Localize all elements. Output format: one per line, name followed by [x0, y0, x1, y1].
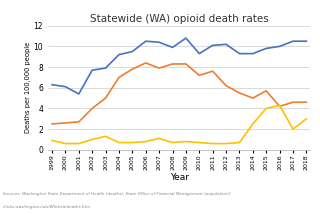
Heroin [304, 117, 308, 120]
X-axis label: Year: Year [170, 173, 189, 182]
Heroin [278, 104, 282, 107]
Line: Heroin: Heroin [52, 105, 306, 144]
Any opioid [77, 93, 81, 95]
Any opioid [264, 47, 268, 50]
Line: Commonly prescribed opioids: Commonly prescribed opioids [52, 63, 306, 124]
Commonly prescribed opioids [50, 123, 54, 125]
Commonly prescribed opioids [278, 105, 282, 108]
Heroin [131, 141, 134, 144]
Text: Sources: Washington State Department of Health (deaths), State Office of Financi: Sources: Washington State Department of … [3, 192, 231, 196]
Commonly prescribed opioids [157, 67, 161, 69]
Any opioid [144, 40, 148, 43]
Heroin [90, 138, 94, 141]
Commonly prescribed opioids [197, 74, 201, 77]
Title: Statewide (WA) opioid death rates: Statewide (WA) opioid death rates [90, 13, 268, 24]
Heroin [144, 140, 148, 143]
Heroin [291, 128, 295, 130]
Heroin [104, 135, 108, 138]
Commonly prescribed opioids [184, 63, 188, 65]
Any opioid [63, 85, 67, 88]
Any opioid [291, 40, 295, 43]
Commonly prescribed opioids [304, 101, 308, 104]
Any opioid [131, 50, 134, 53]
Commonly prescribed opioids [251, 97, 255, 99]
Commonly prescribed opioids [224, 84, 228, 87]
Heroin [157, 137, 161, 140]
Any opioid [211, 44, 215, 47]
Any opioid [50, 83, 54, 86]
Heroin [224, 142, 228, 145]
Heroin [237, 141, 241, 144]
Commonly prescribed opioids [237, 92, 241, 94]
Commonly prescribed opioids [211, 70, 215, 73]
Line: Any opioid: Any opioid [52, 38, 306, 94]
Commonly prescribed opioids [171, 63, 174, 65]
Y-axis label: Deaths per 100,000 people: Deaths per 100,000 people [25, 42, 31, 133]
Commonly prescribed opioids [104, 97, 108, 99]
Any opioid [224, 43, 228, 46]
Commonly prescribed opioids [77, 121, 81, 123]
Any opioid [157, 41, 161, 43]
Any opioid [237, 52, 241, 55]
Commonly prescribed opioids [90, 107, 94, 110]
Any opioid [304, 40, 308, 43]
Any opioid [104, 67, 108, 69]
Heroin [197, 141, 201, 144]
Text: ://sdsi.washington.edu/Whdcta/deaths.htm: ://sdsi.washington.edu/Whdcta/deaths.htm [3, 205, 91, 209]
Any opioid [197, 52, 201, 55]
Heroin [171, 141, 174, 144]
Heroin [251, 123, 255, 125]
Commonly prescribed opioids [291, 101, 295, 104]
Commonly prescribed opioids [144, 62, 148, 64]
Heroin [117, 141, 121, 144]
Commonly prescribed opioids [131, 68, 134, 70]
Commonly prescribed opioids [63, 122, 67, 124]
Heroin [77, 142, 81, 145]
Heroin [264, 107, 268, 110]
Heroin [211, 142, 215, 145]
Heroin [184, 140, 188, 143]
Commonly prescribed opioids [117, 76, 121, 79]
Heroin [50, 139, 54, 142]
Any opioid [278, 45, 282, 48]
Any opioid [171, 46, 174, 49]
Commonly prescribed opioids [264, 90, 268, 92]
Any opioid [251, 52, 255, 55]
Any opioid [117, 53, 121, 56]
Any opioid [90, 69, 94, 71]
Any opioid [184, 37, 188, 39]
Heroin [63, 142, 67, 145]
